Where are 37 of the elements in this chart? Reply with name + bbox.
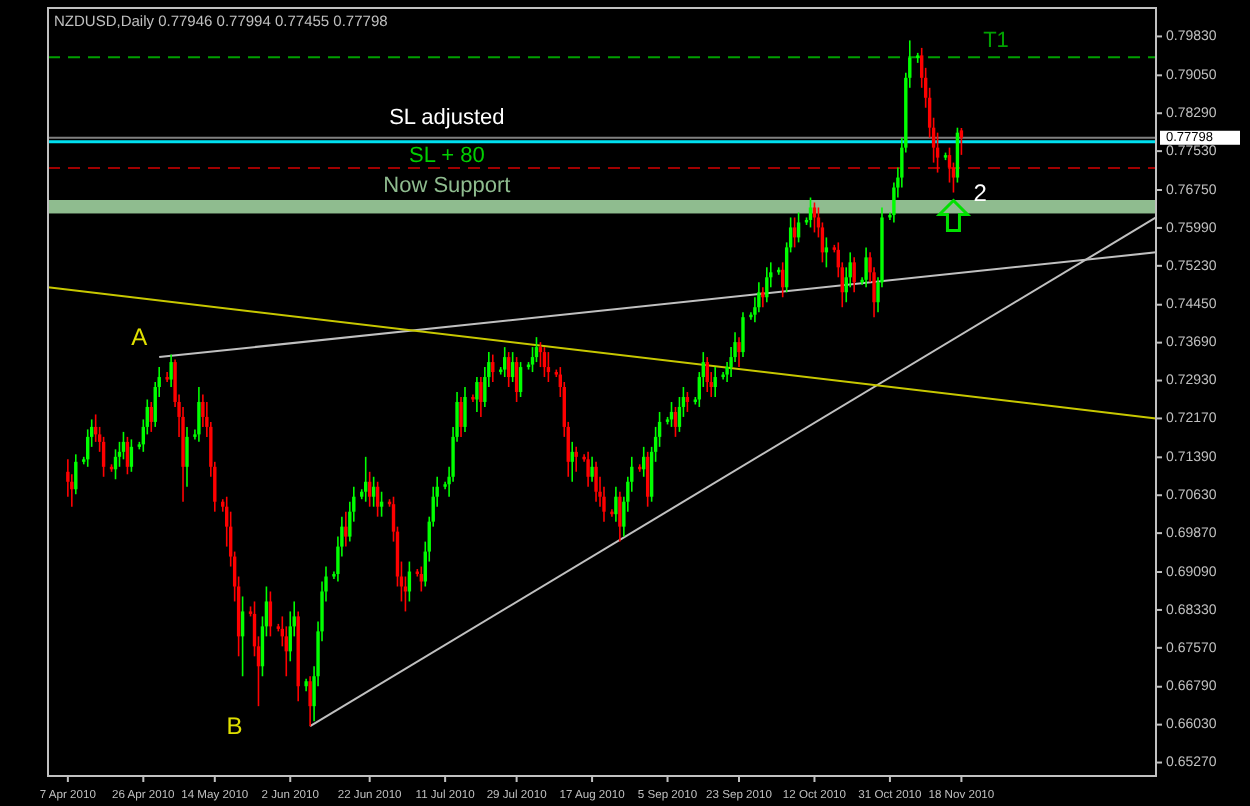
candlestick <box>475 376 479 413</box>
candlestick <box>713 366 717 398</box>
candlestick <box>197 386 201 443</box>
candlestick <box>459 396 463 438</box>
candlestick <box>741 311 745 358</box>
candlestick <box>614 485 618 523</box>
candlestick <box>610 508 614 518</box>
candlestick <box>618 490 622 543</box>
annotation: B <box>226 712 243 741</box>
candlestick <box>479 376 483 418</box>
candlestick <box>959 127 964 156</box>
candlestick <box>761 286 765 309</box>
candlestick <box>852 256 856 294</box>
candlestick <box>757 281 761 314</box>
candlestick <box>471 393 475 403</box>
candlestick <box>344 510 348 548</box>
candlestick <box>602 485 606 523</box>
candlestick <box>463 386 467 433</box>
candlestick <box>590 456 594 483</box>
candlestick <box>737 336 741 368</box>
ref-line-label: T1 <box>983 29 1009 54</box>
band-label: Now Support <box>383 174 511 198</box>
candlestick <box>765 266 769 304</box>
candlestick <box>169 353 173 388</box>
candlestick <box>808 196 813 229</box>
candlestick <box>574 446 578 473</box>
annotation: SL + 80 <box>409 143 485 168</box>
candlestick <box>503 346 507 378</box>
candlestick <box>864 246 868 289</box>
candlestick <box>308 675 312 727</box>
candlestick <box>419 565 423 593</box>
candlestick <box>185 426 189 488</box>
candlestick <box>586 451 590 488</box>
annotation: SL adjusted <box>389 105 505 130</box>
annotation: A <box>131 323 148 352</box>
candlestick <box>594 461 598 503</box>
annotation: 2 <box>973 178 988 207</box>
